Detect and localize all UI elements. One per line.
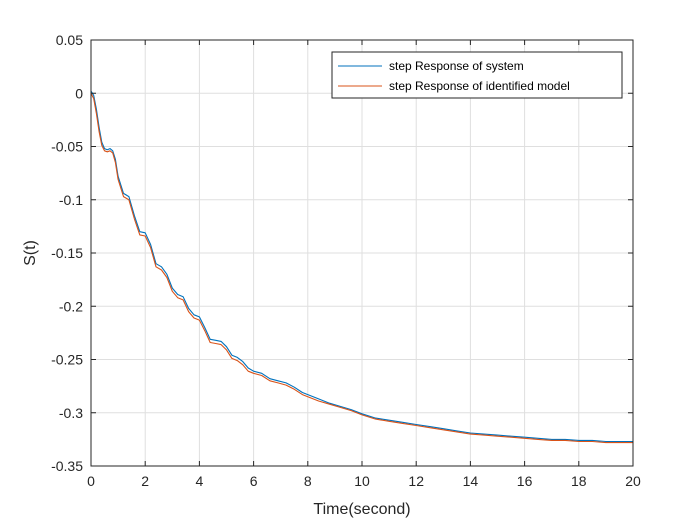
x-tick-label: 20 <box>625 473 641 489</box>
y-axis-label: S(t) <box>22 240 39 266</box>
ticks: 0 2 4 6 8 10 12 14 16 18 20 0.05 0 -0.05 -0.1 -0.15 -0.2… <box>51 32 641 489</box>
legend-label-system: step Response of system <box>389 59 524 73</box>
y-tick-label: -0.05 <box>51 139 83 155</box>
legend: step Response of system step Response of… <box>331 51 623 99</box>
x-tick-label: 12 <box>408 473 424 489</box>
x-tick-label: 16 <box>517 473 533 489</box>
y-tick-label: -0.1 <box>59 192 83 208</box>
x-tick-label: 10 <box>354 473 370 489</box>
x-tick-label: 4 <box>196 473 204 489</box>
y-tick-label: 0 <box>75 85 83 101</box>
x-tick-label: 18 <box>571 473 587 489</box>
legend-box <box>331 51 623 99</box>
series-line-model <box>90 93 633 444</box>
x-tick-label: 0 <box>87 473 95 489</box>
x-tick-label: 6 <box>250 473 258 489</box>
x-tick-label: 2 <box>141 473 149 489</box>
legend-label-model: step Response of identified model <box>389 79 570 93</box>
y-tick-label: -0.2 <box>59 298 83 314</box>
series-line-system <box>90 90 633 443</box>
x-axis-label: Time(second) <box>313 501 410 518</box>
x-tick-label: 14 <box>463 473 479 489</box>
y-tick-label: 0.05 <box>56 32 83 48</box>
x-tick-label: 8 <box>304 473 312 489</box>
y-tick-label: -0.25 <box>51 352 83 368</box>
series-layer <box>90 90 633 444</box>
y-tick-label: -0.3 <box>59 405 83 421</box>
y-tick-label: -0.15 <box>51 245 83 261</box>
y-tick-label: -0.35 <box>51 458 83 474</box>
